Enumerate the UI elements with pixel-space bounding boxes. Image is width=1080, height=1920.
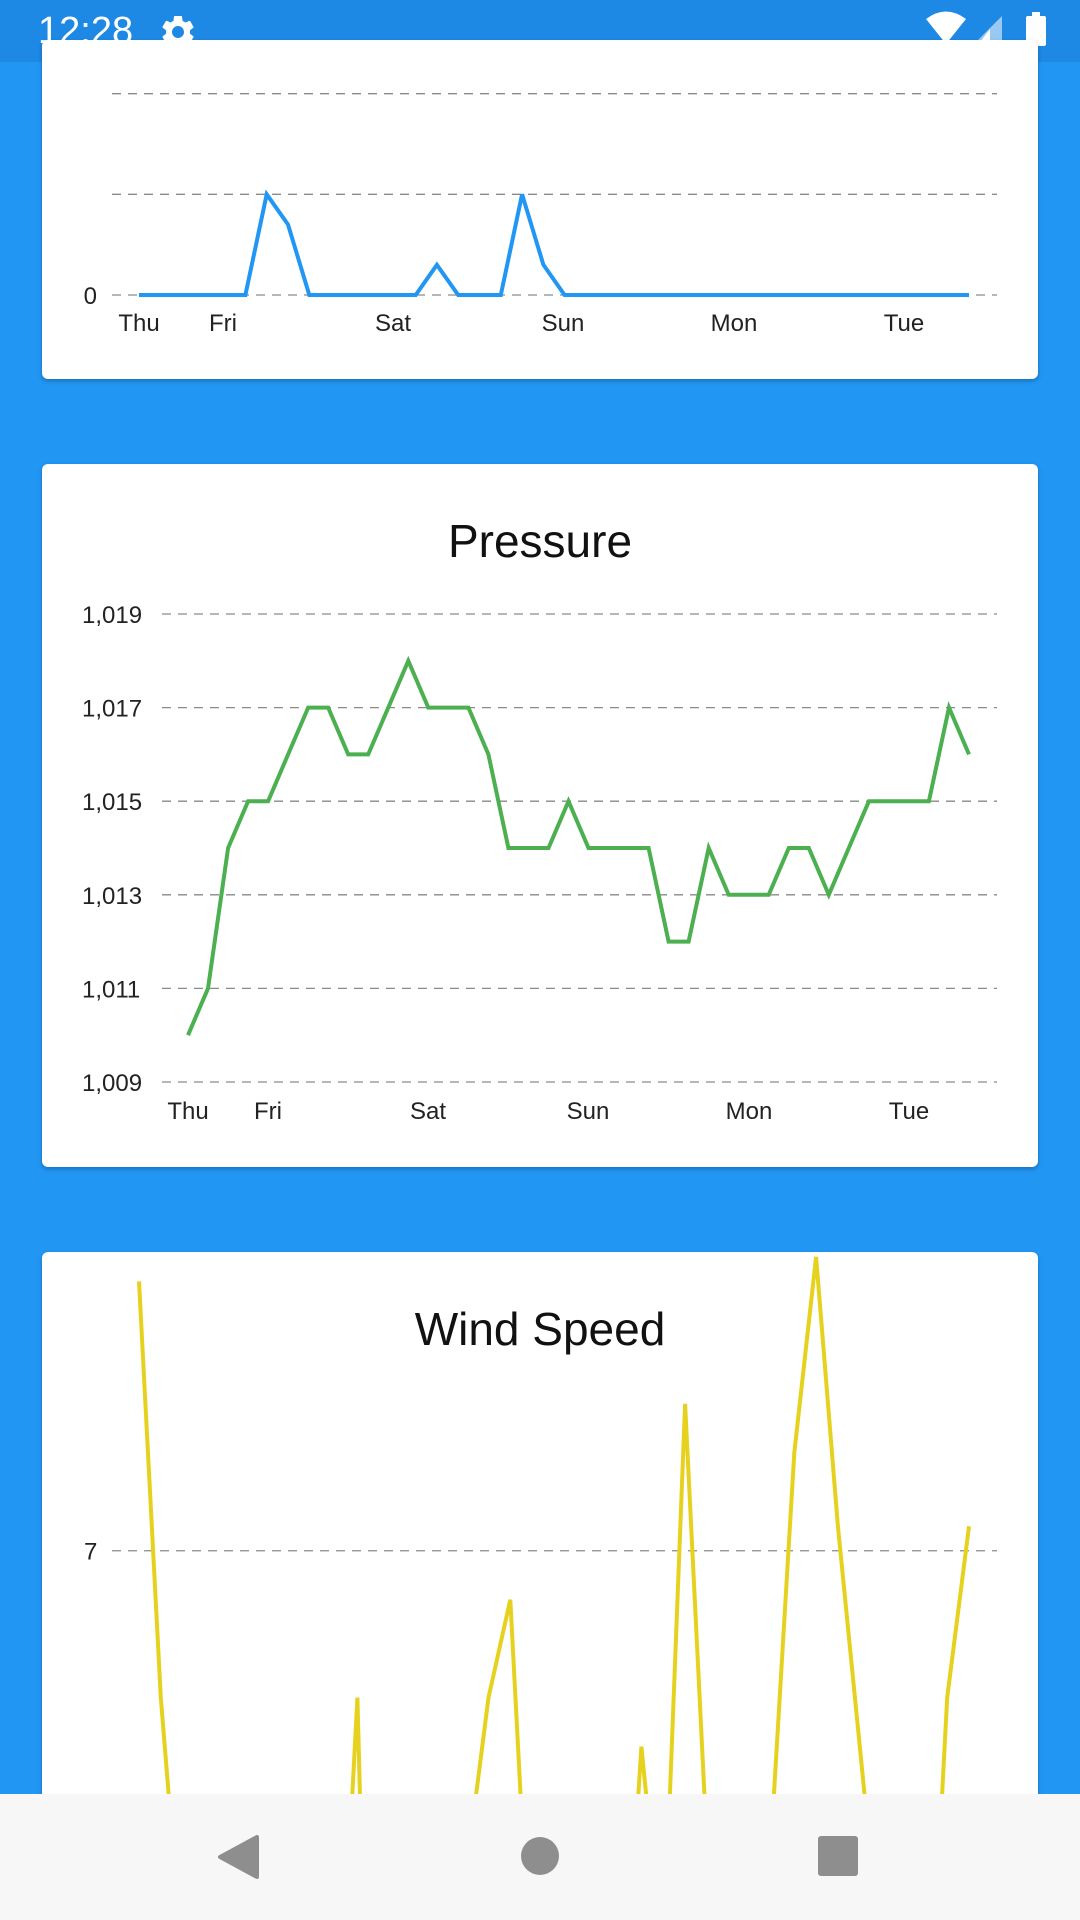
gear-icon [162, 15, 194, 48]
pressure-card: Pressure 1,009 1,011 1,013 1,015 1,017 1,019 T… [42, 464, 1038, 1167]
precip-x-tick-label: Sun [542, 310, 585, 337]
home-icon[interactable] [521, 1837, 559, 1875]
recents-icon[interactable] [818, 1836, 858, 1876]
wind-series-line [137, 1256, 971, 1852]
pressure-x-tick-label: Sun [567, 1098, 610, 1125]
wind-y-tick-label: 7 [84, 1539, 97, 1566]
wind-speed-chart: 3579 [84, 1256, 997, 1852]
pressure-series-line [186, 655, 971, 1036]
pressure-x-tick-label: Fri [254, 1098, 282, 1125]
pressure-y-tick-label: 1,017 [82, 696, 142, 723]
battery-icon [1026, 12, 1046, 46]
pressure-x-tick-label: Tue [889, 1098, 929, 1125]
pressure-chart: 1,009 1,011 1,013 1,015 1,017 1,019 Thu Fri Sat S… [82, 602, 997, 1125]
precip-x-tick-label: Thu [118, 310, 159, 337]
precipitation-card: 0 Thu Fri Sat Sun Mon Tue [42, 40, 1038, 379]
precip-y-tick-label: 0 [84, 283, 97, 310]
pressure-y-tick-label: 1,011 [82, 976, 140, 1003]
wind-speed-title: Wind Speed [414, 1303, 666, 1355]
precip-x-tick-label: Mon [711, 310, 758, 337]
precip-x-tick-label: Sat [375, 310, 411, 337]
wifi-icon [926, 11, 966, 44]
precip-series-line [139, 189, 969, 297]
wind-speed-card: Wind Speed 3579 [42, 1252, 1038, 1852]
pressure-y-tick-label: 1,009 [82, 1070, 142, 1097]
status-icons [926, 11, 1046, 46]
navigation-bar [0, 1794, 1080, 1920]
precip-x-tick-label: Tue [884, 310, 924, 337]
back-icon[interactable] [200, 1814, 280, 1900]
pressure-y-tick-label: 1,013 [82, 883, 142, 910]
pressure-y-tick-label: 1,015 [82, 789, 142, 816]
pressure-y-tick-label: 1,019 [82, 602, 142, 629]
precip-x-tick-label: Fri [209, 310, 237, 337]
pressure-x-tick-label: Sat [410, 1098, 446, 1125]
precipitation-chart: 0 Thu Fri Sat Sun Mon Tue [84, 93, 997, 337]
pressure-x-tick-label: Mon [726, 1098, 773, 1125]
pressure-title: Pressure [447, 515, 633, 567]
pressure-x-tick-label: Thu [167, 1098, 208, 1125]
